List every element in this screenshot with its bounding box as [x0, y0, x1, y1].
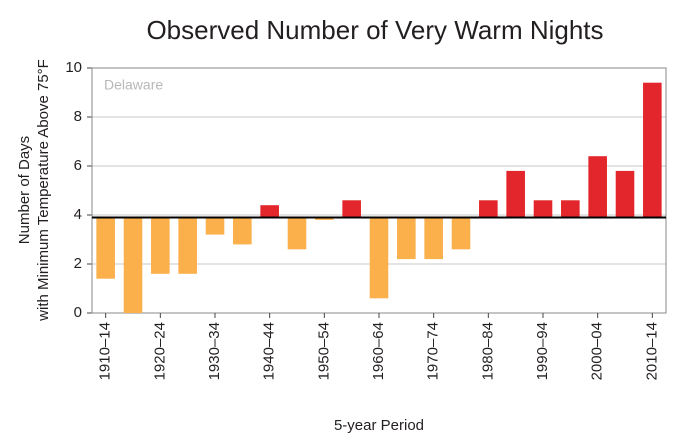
y-tick-label: 6 [74, 157, 82, 174]
bar [588, 156, 607, 218]
x-axis-label: 5-year Period [334, 417, 424, 434]
bar [233, 217, 252, 245]
bar [397, 217, 416, 260]
bar [123, 217, 143, 313]
bar [615, 170, 635, 218]
x-tick-label: 1980–84 [479, 322, 496, 380]
bar [506, 170, 525, 218]
bar [424, 217, 443, 260]
x-tick-label: 1920–24 [151, 322, 168, 380]
bar [287, 217, 307, 250]
bar [260, 205, 279, 218]
bar [451, 217, 471, 250]
bar [342, 200, 361, 218]
bar [533, 200, 553, 218]
chart-title: Observed Number of Very Warm Nights [146, 15, 603, 45]
y-tick-label: 4 [74, 206, 82, 223]
x-tick-label: 1970–74 [425, 322, 442, 380]
bar [96, 217, 115, 279]
x-tick-label: 2010–14 [643, 322, 660, 380]
y-tick-label: 2 [74, 255, 82, 272]
bar [561, 200, 580, 218]
x-tick-label: 1990–94 [534, 322, 551, 380]
bar [151, 217, 170, 274]
x-tick-label: 1940–44 [261, 322, 278, 380]
x-tick-label: 2000–04 [589, 322, 606, 380]
y-tick-label: 0 [74, 304, 82, 321]
y-axis-label: with Minimum Temperature Above 75°F [35, 59, 52, 322]
bar [643, 82, 662, 218]
annotation: Delaware [104, 77, 163, 93]
bar [205, 217, 225, 235]
bar [369, 217, 389, 299]
y-tick-label: 10 [65, 59, 82, 76]
bar [315, 217, 334, 220]
x-tick-label: 1960–64 [370, 322, 387, 380]
x-tick-label: 1950–54 [315, 322, 332, 380]
y-tick-label: 8 [74, 108, 82, 125]
bar [178, 217, 197, 274]
y-axis-label: Number of Days [16, 136, 33, 244]
bar [479, 200, 498, 218]
x-tick-label: 1910–14 [97, 322, 114, 380]
x-tick-label: 1930–34 [206, 322, 223, 380]
